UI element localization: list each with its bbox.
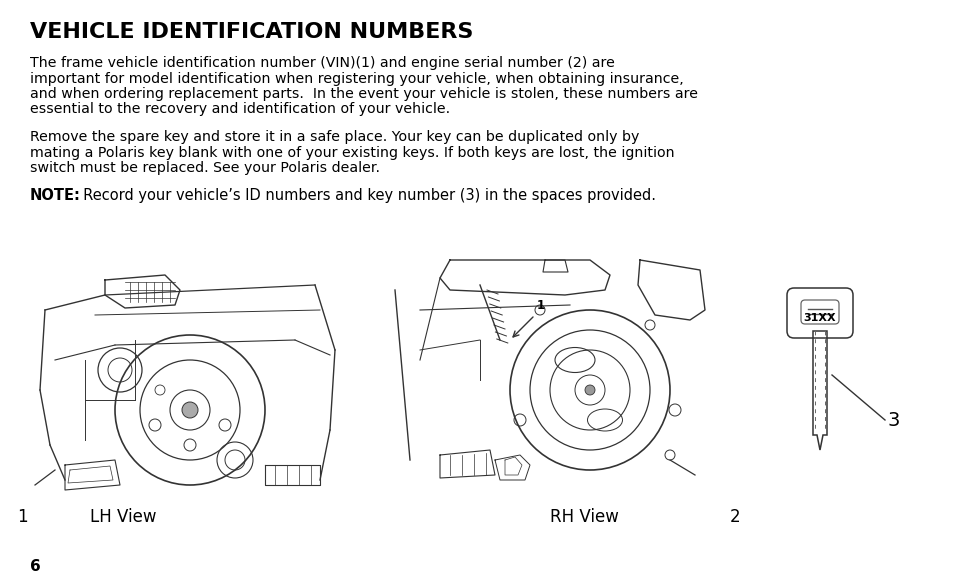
Text: Remove the spare key and store it in a safe place. Your key can be duplicated on: Remove the spare key and store it in a s…: [30, 130, 639, 144]
Text: 2: 2: [729, 508, 740, 526]
Text: 31XX: 31XX: [802, 313, 836, 323]
Text: Record your vehicle’s ID numbers and key number (3) in the spaces provided.: Record your vehicle’s ID numbers and key…: [74, 188, 656, 203]
Text: 1: 1: [537, 299, 544, 312]
Text: 3: 3: [887, 410, 900, 429]
Text: The frame vehicle identification number (VIN)(1) and engine serial number (2) ar: The frame vehicle identification number …: [30, 56, 615, 70]
Circle shape: [584, 385, 595, 395]
Text: switch must be replaced. See your Polaris dealer.: switch must be replaced. See your Polari…: [30, 161, 379, 175]
Text: essential to the recovery and identification of your vehicle.: essential to the recovery and identifica…: [30, 102, 450, 116]
Text: 1: 1: [17, 508, 28, 526]
Text: LH View: LH View: [90, 508, 156, 526]
Text: and when ordering replacement parts.  In the event your vehicle is stolen, these: and when ordering replacement parts. In …: [30, 87, 698, 101]
FancyBboxPatch shape: [801, 300, 838, 324]
Text: NOTE:: NOTE:: [30, 188, 81, 203]
Text: RH View: RH View: [550, 508, 618, 526]
Circle shape: [182, 402, 198, 418]
Text: VEHICLE IDENTIFICATION NUMBERS: VEHICLE IDENTIFICATION NUMBERS: [30, 22, 473, 42]
Text: important for model identification when registering your vehicle, when obtaining: important for model identification when …: [30, 72, 683, 85]
Text: 6: 6: [30, 559, 41, 574]
Text: mating a Polaris key blank with one of your existing keys. If both keys are lost: mating a Polaris key blank with one of y…: [30, 145, 674, 159]
FancyBboxPatch shape: [786, 288, 852, 338]
